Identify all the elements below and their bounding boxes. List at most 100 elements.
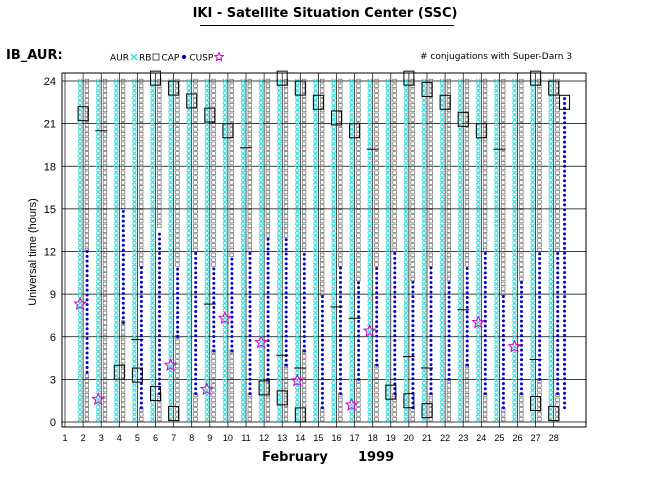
rb-mark	[283, 218, 289, 224]
aur-mark	[421, 233, 427, 239]
aur-mark	[95, 262, 101, 267]
aur-mark	[457, 175, 463, 181]
aur-mark	[204, 334, 210, 340]
rb-mark	[301, 161, 307, 166]
aur-mark	[331, 416, 336, 422]
aur-mark	[530, 194, 536, 200]
rb-mark	[211, 392, 216, 398]
aur-mark	[113, 165, 119, 171]
cap-mark	[121, 243, 125, 247]
rb-mark	[446, 388, 452, 393]
rb-mark	[283, 185, 289, 190]
cap-mark	[85, 346, 89, 350]
rb-mark	[464, 136, 470, 142]
cap-mark	[393, 251, 397, 255]
rb-mark	[121, 402, 126, 407]
aur-mark	[276, 189, 282, 195]
rb-mark	[410, 267, 415, 272]
conjugation-box	[294, 407, 306, 423]
rb-mark	[102, 103, 108, 108]
rb-mark	[555, 204, 560, 209]
cap-mark	[465, 320, 469, 324]
rb-mark	[175, 151, 180, 156]
aur-mark	[186, 78, 192, 84]
aur-mark	[113, 286, 119, 292]
rb-mark	[338, 88, 343, 93]
cap-mark	[212, 301, 216, 305]
rb-mark	[175, 243, 180, 248]
aur-mark	[294, 131, 300, 137]
aur-mark	[457, 218, 463, 224]
rb-mark	[555, 194, 560, 200]
cap-mark	[447, 329, 451, 333]
rb-mark	[374, 383, 379, 388]
rb-mark	[193, 228, 198, 233]
aur-mark	[439, 315, 445, 321]
aur-mark	[493, 378, 499, 383]
rb-mark	[519, 228, 524, 233]
cap-mark	[158, 300, 161, 304]
aur-mark	[385, 184, 391, 190]
aur-mark	[276, 237, 282, 243]
cap-mark	[266, 266, 270, 270]
aur-mark	[131, 97, 137, 103]
rb-mark	[555, 412, 560, 417]
aur-mark	[349, 102, 355, 108]
aur-mark	[493, 382, 499, 388]
cap-mark	[158, 319, 161, 323]
rb-mark	[283, 107, 289, 113]
rb-mark	[121, 190, 126, 195]
rb-mark	[283, 204, 289, 209]
aur-mark	[367, 237, 373, 243]
rb-mark	[283, 368, 289, 373]
rb-mark	[265, 233, 271, 238]
cap-mark	[538, 363, 542, 367]
rb-mark	[157, 107, 162, 113]
rb-mark	[338, 93, 343, 98]
rb-mark	[482, 218, 488, 224]
aur-mark	[294, 160, 300, 166]
rb-mark	[482, 98, 488, 103]
cap-mark	[556, 251, 560, 255]
rb-mark	[410, 417, 415, 422]
rb-mark	[121, 78, 126, 84]
rb-mark	[102, 402, 108, 407]
aur-mark	[331, 324, 336, 330]
cap-mark	[176, 306, 180, 310]
rb-mark	[446, 161, 452, 166]
aur-mark	[276, 281, 282, 287]
aur-mark	[258, 175, 264, 181]
rb-mark	[211, 247, 216, 253]
rb-mark	[482, 175, 488, 180]
aur-mark	[113, 329, 119, 335]
rb-mark	[247, 247, 252, 253]
aur-mark	[367, 126, 373, 132]
rb-mark	[301, 107, 307, 113]
aur-mark	[548, 102, 554, 108]
aur-mark	[294, 180, 300, 185]
aur-mark	[131, 223, 137, 229]
aur-mark	[421, 262, 427, 267]
aur-mark	[493, 315, 499, 321]
aur-mark	[77, 378, 83, 383]
aur-mark	[530, 93, 536, 98]
aur-mark	[385, 334, 391, 340]
rb-mark	[338, 238, 343, 243]
aur-mark	[258, 213, 264, 219]
rb-mark	[229, 368, 234, 373]
rb-mark	[356, 117, 361, 122]
aur-mark	[95, 83, 101, 89]
aur-mark	[113, 102, 119, 108]
rb-mark	[374, 199, 379, 204]
cap-mark	[563, 285, 567, 289]
rb-mark	[519, 397, 524, 402]
rb-mark	[392, 165, 397, 171]
rb-mark	[175, 83, 180, 88]
rb-mark	[537, 117, 542, 122]
aur-mark	[222, 247, 228, 253]
rb-mark	[464, 233, 470, 238]
rb-mark	[446, 112, 452, 117]
rb-mark	[356, 417, 361, 422]
rb-mark	[320, 117, 325, 122]
cap-mark	[194, 334, 198, 338]
